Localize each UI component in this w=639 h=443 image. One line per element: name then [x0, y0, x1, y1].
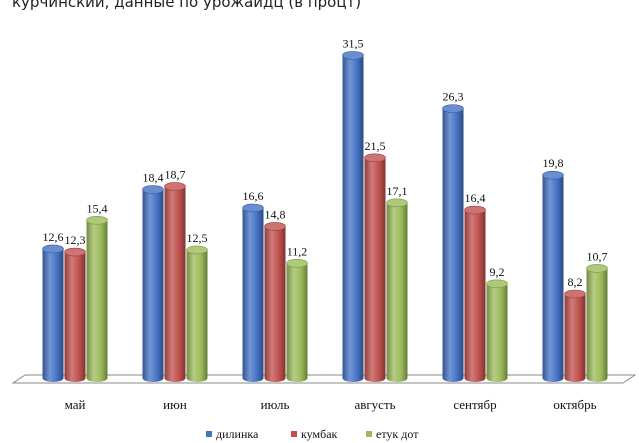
- data-label: 17,1: [387, 184, 408, 198]
- category-label: май: [65, 397, 86, 412]
- bar-top-кумбак-1: [164, 182, 186, 191]
- data-label: 21,5: [365, 139, 386, 153]
- bar-top-етук-дот-4: [486, 279, 508, 289]
- data-label: 12,5: [187, 231, 208, 245]
- legend-label: кумбак: [301, 427, 338, 441]
- data-label: 26,3: [443, 90, 464, 104]
- chart-title: курчинский, данные по урожайдц (в процт): [12, 0, 362, 11]
- bar-етук-дот-5: [586, 268, 608, 382]
- category-label: октябрь: [553, 397, 596, 412]
- bar-кумбак-3: [364, 157, 386, 382]
- bar-дилинка-0: [42, 248, 64, 382]
- bar-етук-дот-3: [386, 202, 408, 382]
- data-label: 12,6: [43, 230, 64, 244]
- bar-кумбак-0: [64, 252, 86, 382]
- data-label: 31,5: [343, 36, 364, 50]
- bar-top-етук-дот-0: [86, 215, 108, 225]
- legend: дилинка кумбак етук дот: [206, 427, 419, 441]
- legend-label: дилинка: [216, 427, 259, 441]
- data-labels-layer: 12,6 12,3 15,4 18,4 18,7 12,5 16,614,8 11,2 31,5…: [43, 36, 608, 289]
- bar-етук-дот-1: [186, 249, 208, 382]
- bar-кумбак-2: [264, 226, 286, 382]
- bars-layer: [42, 51, 608, 383]
- bar-дилинка-3: [342, 55, 364, 382]
- bar-top-дилинка-1: [142, 185, 164, 194]
- bar-top-кумбак-4: [464, 205, 486, 215]
- legend-label: етук дот: [376, 427, 419, 441]
- bar-top-етук-дот-3: [386, 198, 408, 208]
- bar-дилинка-5: [542, 175, 564, 382]
- bar-top-дилинка-0: [42, 244, 64, 254]
- bar-етук-дот-2: [286, 263, 308, 382]
- bar-етук-дот-0: [86, 220, 108, 382]
- data-label: 11,2: [287, 244, 308, 258]
- bar-кумбак-4: [464, 210, 486, 382]
- bar-top-дилинка-2: [242, 203, 264, 213]
- bar-дилинка-2: [242, 207, 264, 382]
- bar-top-етук-дот-1: [186, 245, 208, 255]
- category-label: июль: [261, 397, 290, 412]
- legend-swatch: [291, 431, 297, 437]
- bar-дилинка-4: [442, 108, 464, 383]
- legend-swatch: [206, 431, 212, 437]
- data-label: 14,8: [265, 207, 286, 221]
- data-label: 18,4: [143, 171, 164, 185]
- data-label: 10,7: [587, 249, 608, 263]
- data-label: 15,4: [87, 201, 108, 215]
- bar-кумбак-1: [164, 186, 186, 382]
- bar-top-кумбак-5: [564, 289, 586, 299]
- bar-дилинка-1: [142, 189, 164, 382]
- category-labels-layer: май июн июль августь сентябр октябрь: [65, 397, 597, 412]
- bar-top-дилинка-4: [442, 104, 464, 113]
- data-label: 9,2: [490, 265, 505, 279]
- data-label: 16,6: [243, 189, 264, 203]
- category-label: сентябр: [453, 397, 496, 412]
- bar-top-етук-дот-5: [586, 264, 608, 273]
- data-label: 19,8: [543, 156, 564, 170]
- data-label: 8,2: [568, 275, 583, 289]
- bar-кумбак-5: [564, 294, 586, 382]
- legend-swatch: [366, 431, 372, 437]
- category-label: августь: [354, 397, 395, 412]
- category-label: июн: [163, 397, 187, 412]
- data-label: 16,4: [465, 191, 486, 205]
- data-label: 12,3: [65, 233, 86, 247]
- bar-top-кумбак-0: [64, 247, 86, 257]
- bar-top-дилинка-5: [542, 170, 564, 180]
- bar-етук-дот-4: [486, 283, 508, 382]
- bar-top-етук-дот-2: [286, 258, 308, 268]
- bar-top-дилинка-3: [342, 51, 364, 60]
- bar-top-кумбак-3: [364, 153, 386, 163]
- data-label: 18,7: [165, 167, 186, 181]
- bar-top-кумбак-2: [264, 222, 286, 231]
